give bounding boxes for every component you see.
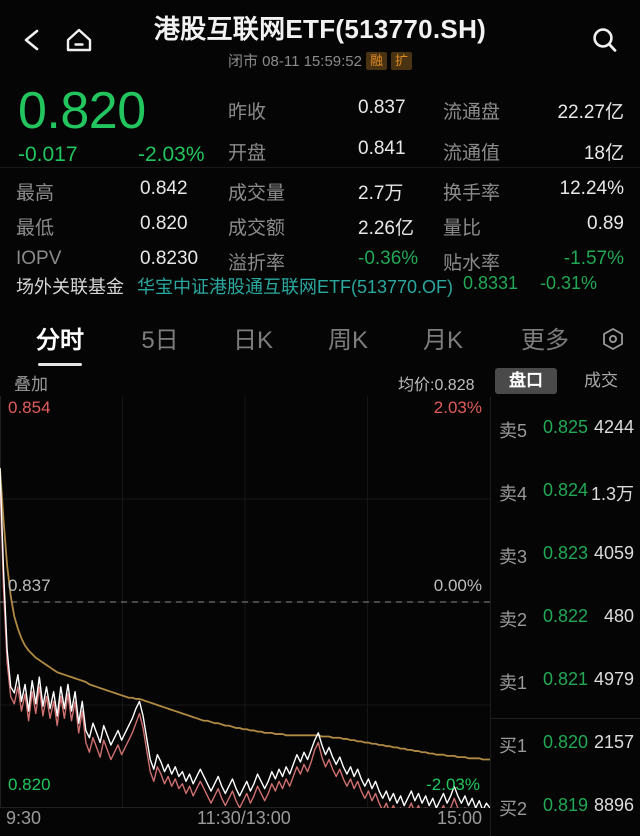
market-status-line: 闭市 08-11 15:59:52 融扩	[0, 50, 640, 71]
order-book-price: 0.822	[543, 606, 589, 626]
app-header: 港股互联网ETF(513770.SH) 闭市 08-11 15:59:52 融扩	[0, 0, 640, 85]
market-status: 闭市	[227, 53, 258, 70]
linked-fund-nav: 0.8331	[463, 273, 519, 293]
order-book-qty: 1.3万	[590, 484, 634, 504]
stat-amount: 成交额	[228, 218, 286, 239]
order-book-qty: 4979	[593, 669, 634, 689]
tab-5day[interactable]: 5日	[141, 327, 179, 354]
stat-discount-rate: 贴水率	[443, 253, 501, 274]
chart-period-tabs: 分时 5日 日K 周K 月K 更多	[0, 312, 640, 366]
stat-premium-rate: 溢折率	[228, 253, 286, 274]
active-tab-underline	[38, 363, 82, 366]
stat-volume-ratio: 量比	[443, 218, 482, 239]
order-book-row[interactable]: 卖3 0.823 4059	[491, 522, 640, 585]
order-book-level: 卖4	[499, 484, 528, 504]
order-book-row[interactable]: 买1 0.820 2157	[491, 711, 640, 774]
stat-high: 最高	[16, 183, 55, 204]
linked-fund-name[interactable]: 华宝中证港股通互联网ETF(513770.OF)	[137, 277, 454, 297]
last-price: 0.820	[18, 82, 146, 140]
stat-open: 开盘	[228, 143, 267, 164]
order-book-row[interactable]: 卖4 0.824 1.3万	[491, 459, 640, 522]
stat-volume: 成交量	[228, 183, 286, 204]
tab-weekk[interactable]: 周K	[327, 327, 369, 354]
stat-amount-value: 2.26亿	[358, 218, 414, 239]
stat-high-value: 0.842	[140, 178, 188, 199]
stat-premium-rate-value: -0.36%	[358, 248, 419, 269]
stat-prev-close: 昨收	[228, 97, 266, 124]
order-book-qty: 4244	[593, 417, 634, 437]
home-icon[interactable]	[62, 24, 96, 56]
page-title: 港股互联网ETF(513770.SH)	[153, 14, 487, 44]
order-book-row[interactable]: 买2 0.819 8896	[491, 774, 640, 836]
xtick-mid: 11:30/13:00	[197, 808, 291, 828]
overlay-button[interactable]: 叠加	[14, 375, 48, 394]
stat-iopv: IOPV	[16, 248, 62, 269]
intraday-chart[interactable]: 0.854 2.03% 0.837 0.00% 0.820 -2.03% 9:3…	[0, 396, 490, 836]
order-book-qty: 4059	[593, 543, 634, 563]
order-book-level: 卖5	[499, 421, 528, 441]
tab-intraday[interactable]: 分时	[36, 327, 84, 354]
quote-block: 0.820 -0.017 -2.03% 昨收 0.837 流通盘 22.27亿 …	[0, 82, 640, 167]
tab-more[interactable]: 更多	[521, 327, 569, 354]
avg-price-label: 均价:0.828	[398, 377, 475, 394]
order-book-level: 卖1	[499, 673, 528, 693]
xtick-open: 9:30	[6, 808, 42, 828]
stat-float-shares-value: 22.27亿	[557, 102, 624, 123]
price-change-pct: -2.03%	[138, 143, 205, 166]
linked-fund-row[interactable]: 场外关联基金 华宝中证港股通互联网ETF(513770.OF) 0.8331 -…	[0, 268, 640, 304]
order-book-price: 0.824	[543, 480, 589, 500]
order-book-price: 0.821	[543, 669, 589, 689]
order-book-level: 买1	[499, 736, 528, 756]
order-book-panel: 卖5 0.825 4244 卖4 0.824 1.3万 卖3 0.823 405…	[490, 396, 640, 836]
stat-low: 最低	[16, 218, 55, 239]
stat-turnover-rate-value: 12.24%	[559, 178, 624, 199]
stat-volume-value: 2.7万	[358, 183, 404, 204]
search-icon[interactable]	[588, 24, 622, 58]
order-book-row[interactable]: 卖5 0.825 4244	[491, 396, 640, 459]
order-book-qty: 480	[603, 606, 634, 626]
order-book-level: 卖3	[499, 547, 528, 567]
segment-trades[interactable]: 成交	[584, 371, 618, 390]
back-chevron-icon[interactable]	[18, 24, 46, 56]
tab-monthk[interactable]: 月K	[422, 327, 464, 354]
stat-low-value: 0.820	[140, 213, 188, 234]
stat-open-value: 0.841	[358, 138, 406, 159]
order-book-qty: 8896	[593, 795, 634, 815]
chart-x-axis: 9:30 11:30/13:00 15:00	[0, 808, 490, 836]
stat-iopv-value: 0.8230	[140, 248, 199, 269]
chart-toolbar: 叠加 均价:0.828 盘口 成交	[0, 368, 640, 396]
order-book-price: 0.823	[543, 543, 589, 563]
price-change: -0.017	[18, 143, 78, 166]
stat-float-shares: 流通盘	[443, 102, 501, 123]
stat-discount-rate-value: -1.57%	[563, 248, 624, 269]
order-book-row[interactable]: 卖1 0.821 4979	[491, 648, 640, 711]
order-book-level: 买2	[499, 799, 528, 819]
xtick-close: 15:00	[436, 808, 482, 828]
order-book-level: 卖2	[499, 610, 528, 630]
badge-margin: 融	[365, 52, 387, 71]
order-book-price: 0.819	[543, 795, 589, 815]
stats-divider	[0, 167, 640, 168]
linked-fund-label: 场外关联基金	[16, 277, 124, 297]
order-book-qty: 2157	[593, 732, 634, 752]
stat-float-value-value: 18亿	[583, 143, 624, 164]
order-book-price: 0.825	[543, 417, 589, 437]
segment-orderbook[interactable]: 盘口	[495, 368, 557, 394]
chart-canvas	[0, 396, 490, 808]
tab-dayk[interactable]: 日K	[232, 327, 274, 354]
order-book-price: 0.820	[543, 732, 589, 752]
badge-expand: 扩	[391, 52, 413, 71]
stat-turnover-rate: 换手率	[443, 183, 501, 204]
stat-label: 昨收	[228, 102, 267, 123]
quote-timestamp: 08-11 15:59:52	[262, 53, 362, 70]
stat-float-value: 流通值	[443, 143, 501, 164]
hex-settings-icon[interactable]	[600, 326, 626, 352]
bid-ask-separator	[491, 718, 640, 719]
stat-volume-ratio-value: 0.89	[587, 213, 624, 234]
stat-prev-close-value: 0.837	[358, 97, 406, 118]
linked-fund-pct: -0.31%	[540, 273, 598, 293]
order-book-row[interactable]: 卖2 0.822 480	[491, 585, 640, 648]
